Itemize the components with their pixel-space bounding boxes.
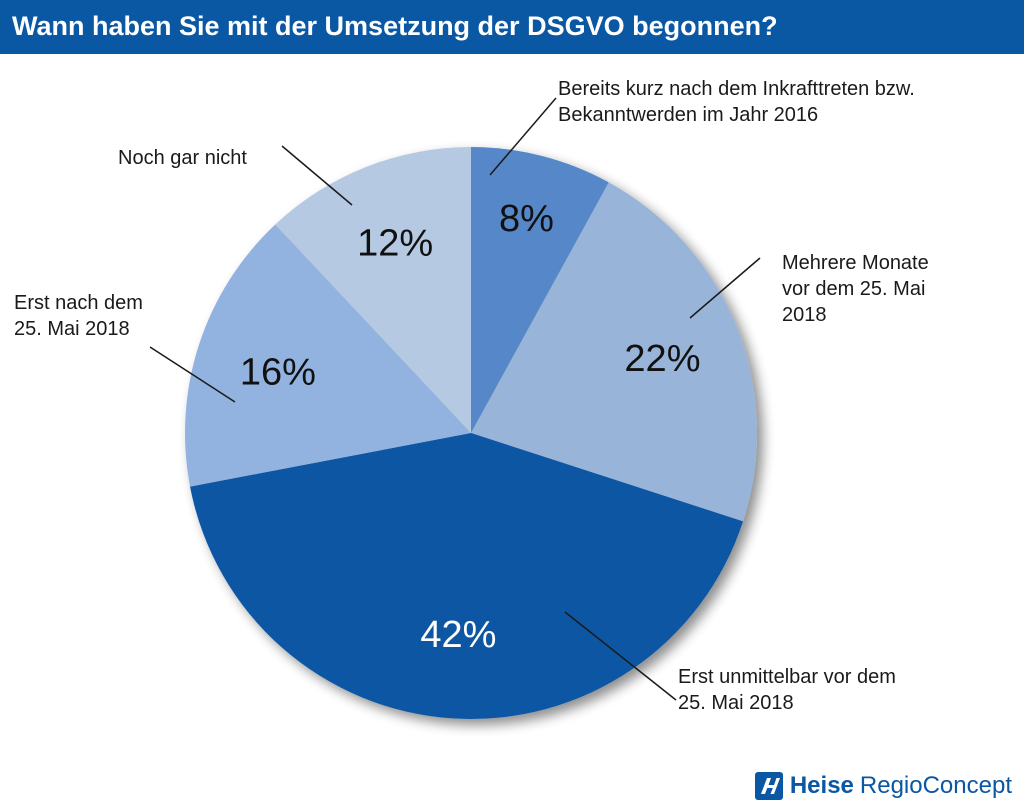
heise-h-icon (754, 772, 783, 800)
logo-brand-light: RegioConcept (859, 772, 1012, 799)
pie-value-label: 12% (357, 223, 433, 265)
slice-category-label-line: Noch gar nicht (118, 147, 247, 169)
leader-line (689, 257, 761, 319)
pie-slice-16 (185, 224, 471, 487)
pie-slice-12 (275, 147, 471, 433)
leader-line (281, 145, 353, 206)
slice-category-label: Mehrere Monate vor dem 25. Mai 2018 (782, 250, 929, 328)
slice-category-label-line: Erst unmittelbar vor dem (678, 666, 896, 688)
pie-value-label: 42% (420, 614, 496, 656)
title-bar: Wann haben Sie mit der Umsetzung der DSG… (0, 0, 1024, 54)
logo-brand-bold: Heise (789, 772, 854, 799)
pie-slice-22 (471, 182, 757, 522)
slice-category-label: Noch gar nicht (118, 145, 247, 171)
slice-category-label-line: Mehrere Monate (782, 252, 929, 274)
slice-category-label: Erst nach dem 25. Mai 2018 (14, 290, 143, 342)
pie-slice-8 (471, 147, 609, 433)
pie-value-label: 8% (499, 198, 554, 240)
slice-category-label-line: 25. Mai 2018 (678, 692, 794, 714)
pie-slice-42 (190, 433, 744, 719)
leader-line (149, 346, 236, 403)
slice-category-label-line: 25. Mai 2018 (14, 318, 130, 340)
brand-logo: Heise RegioConcept (754, 771, 1012, 801)
slice-category-label: Erst unmittelbar vor dem 25. Mai 2018 (678, 664, 896, 716)
slice-category-label-line: Bereits kurz nach dem Inkrafttreten bzw. (558, 78, 915, 100)
pie-value-label: 22% (624, 338, 700, 380)
pie-value-label: 16% (240, 351, 316, 393)
slice-category-label: Bereits kurz nach dem Inkrafttreten bzw.… (558, 76, 915, 128)
chart-title: Wann haben Sie mit der Umsetzung der DSG… (12, 11, 778, 41)
slice-category-label-line: 2018 (782, 304, 827, 326)
leader-line (489, 97, 557, 176)
slice-category-label-line: Erst nach dem (14, 292, 143, 314)
slice-category-label-line: Bekanntwerden im Jahr 2016 (558, 104, 819, 126)
slice-category-label-line: vor dem 25. Mai (782, 278, 926, 300)
leader-line (564, 611, 677, 701)
